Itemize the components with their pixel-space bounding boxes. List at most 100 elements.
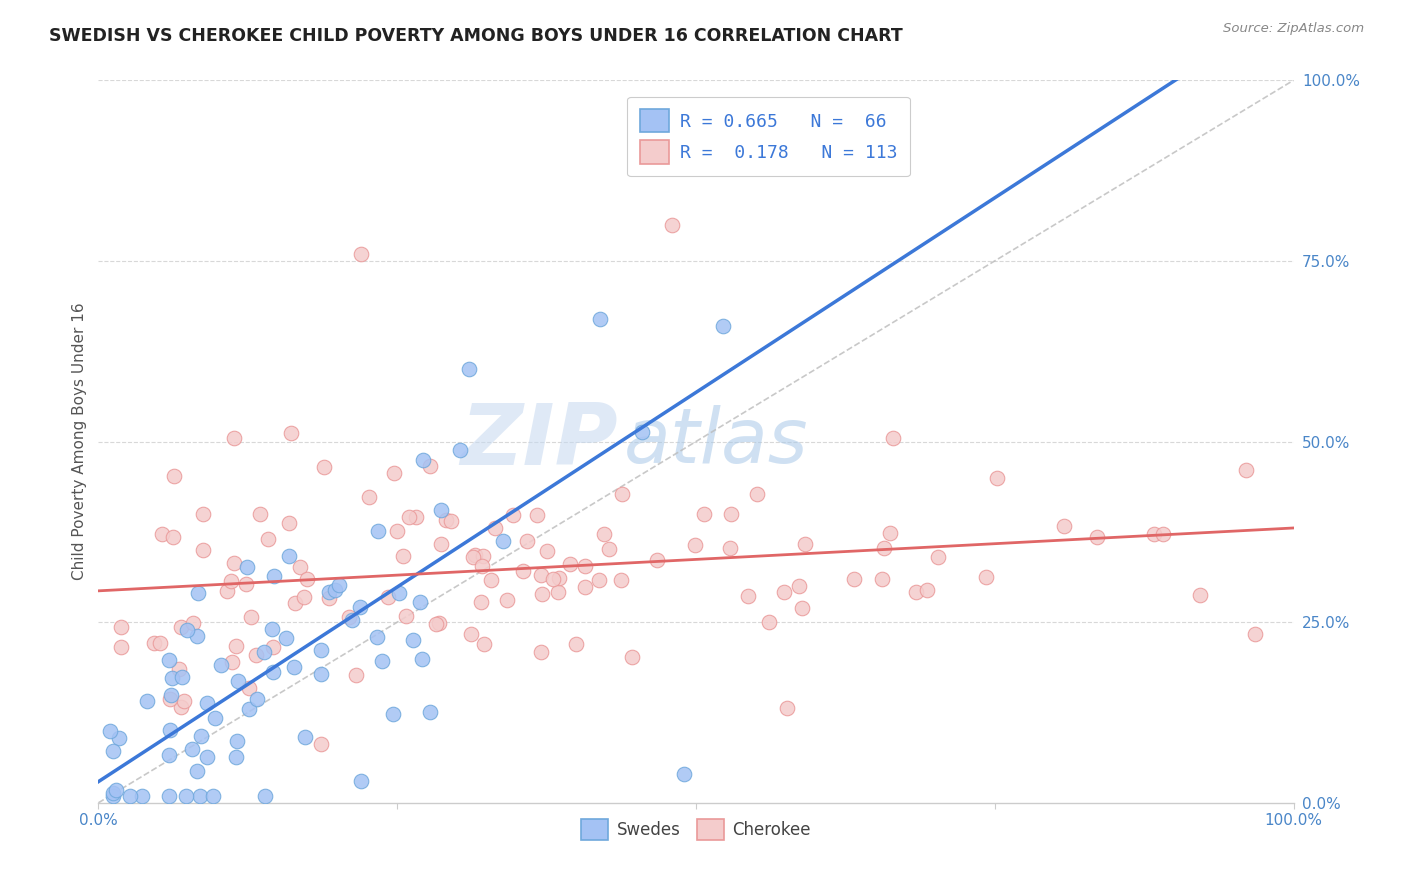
Point <box>323 582 346 597</box>
Point <box>309 643 332 657</box>
Point <box>620 649 643 664</box>
Point <box>173 694 195 708</box>
Point <box>530 645 553 659</box>
Y-axis label: Child Poverty Among Boys Under 16: Child Poverty Among Boys Under 16 <box>72 302 87 581</box>
Point <box>974 570 997 584</box>
Point <box>398 509 420 524</box>
Point <box>882 431 904 445</box>
Point <box>388 585 411 599</box>
Point <box>350 246 373 260</box>
Point <box>673 767 696 781</box>
Point <box>1243 627 1265 641</box>
Point <box>645 552 668 566</box>
Point <box>536 543 558 558</box>
Point <box>253 645 276 659</box>
Point <box>565 637 588 651</box>
Point <box>429 615 451 630</box>
Point <box>589 311 612 326</box>
Point <box>464 548 486 562</box>
Point <box>412 453 434 467</box>
Point <box>172 670 194 684</box>
Point <box>873 541 896 555</box>
Point <box>157 653 180 667</box>
Point <box>309 667 332 681</box>
Point <box>449 443 471 458</box>
Point <box>238 681 260 695</box>
Point <box>186 629 208 643</box>
Point <box>167 662 190 676</box>
Point <box>411 652 433 666</box>
Point <box>187 586 209 600</box>
Point <box>295 572 318 586</box>
Point <box>337 610 360 624</box>
Point <box>193 508 215 522</box>
Point <box>382 706 405 721</box>
Point <box>1143 527 1166 541</box>
Point <box>224 431 246 445</box>
Point <box>773 585 796 599</box>
Point <box>512 564 534 578</box>
Point <box>135 693 157 707</box>
Point <box>225 640 247 654</box>
Point <box>986 471 1008 485</box>
Point <box>276 631 298 645</box>
Point <box>152 526 174 541</box>
Point <box>170 700 193 714</box>
Point <box>484 521 506 535</box>
Point <box>204 711 226 725</box>
Point <box>245 648 267 662</box>
Point <box>440 514 463 528</box>
Point <box>256 533 278 547</box>
Point <box>844 572 866 586</box>
Point <box>328 578 350 592</box>
Point <box>794 537 817 551</box>
Point <box>541 573 564 587</box>
Point <box>240 610 263 624</box>
Point <box>225 750 247 764</box>
Text: SWEDISH VS CHEROKEE CHILD POVERTY AMONG BOYS UNDER 16 CORRELATION CHART: SWEDISH VS CHEROKEE CHILD POVERTY AMONG … <box>49 27 903 45</box>
Point <box>195 696 218 710</box>
Point <box>262 665 284 680</box>
Point <box>367 524 389 538</box>
Point <box>103 786 125 800</box>
Point <box>526 508 548 522</box>
Point <box>226 673 249 688</box>
Point <box>149 636 172 650</box>
Point <box>661 218 683 232</box>
Point <box>162 530 184 544</box>
Point <box>260 622 283 636</box>
Point <box>648 131 672 145</box>
Point <box>720 508 742 522</box>
Point <box>434 513 457 527</box>
Text: Source: ZipAtlas.com: Source: ZipAtlas.com <box>1223 22 1364 36</box>
Point <box>238 702 260 716</box>
Point <box>249 507 271 521</box>
Point <box>159 723 181 738</box>
Point <box>162 469 184 483</box>
Point <box>502 508 524 523</box>
Point <box>425 617 447 632</box>
Point <box>419 458 441 473</box>
Point <box>377 590 399 604</box>
Point <box>235 560 257 574</box>
Point <box>224 556 246 570</box>
Point <box>312 460 335 475</box>
Point <box>202 789 225 803</box>
Point <box>159 691 181 706</box>
Point <box>409 595 432 609</box>
Point <box>385 524 408 538</box>
Point <box>292 591 315 605</box>
Point <box>160 688 183 702</box>
Point <box>574 580 596 594</box>
Point <box>215 584 238 599</box>
Point <box>531 587 554 601</box>
Point <box>311 737 333 751</box>
Point <box>294 730 316 744</box>
Point <box>592 527 614 541</box>
Point <box>318 584 340 599</box>
Point <box>101 789 124 803</box>
Point <box>392 549 415 563</box>
Point <box>101 743 124 757</box>
Point <box>610 573 633 587</box>
Point <box>183 615 205 630</box>
